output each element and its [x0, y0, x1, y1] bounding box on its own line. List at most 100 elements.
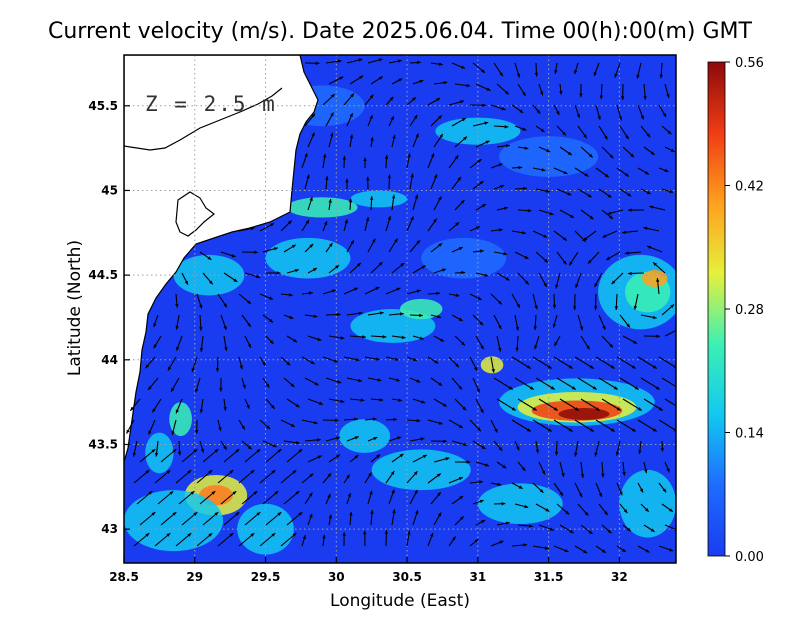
velocity-arrow [640, 377, 661, 390]
velocity-arrow-head [276, 271, 281, 275]
velocity-arrow-head [269, 318, 274, 323]
velocity-arrow-head [392, 509, 396, 514]
velocity-arrow [658, 419, 676, 432]
velocity-arrow-head [340, 336, 345, 340]
velocity-arrow-head [223, 407, 227, 411]
velocity-arrow-head [369, 490, 373, 495]
velocity-arrow-head [610, 428, 615, 432]
velocity-arrow-head [529, 524, 533, 528]
velocity-arrow-head [485, 140, 490, 144]
velocity-arrow-head [413, 114, 418, 119]
chart-title: Current velocity (m/s). Date 2025.06.04.… [48, 19, 753, 44]
velocity-arrow [595, 419, 616, 432]
velocity-arrow-head [369, 94, 374, 99]
velocity-arrow-head [247, 322, 251, 327]
velocity-arrow-head [400, 262, 405, 267]
velocity-arrow-head [500, 184, 505, 189]
velocity-arrow-head [639, 488, 644, 493]
velocity-arrow-head [584, 173, 589, 177]
velocity-arrow-head [580, 474, 585, 478]
velocity-arrow-head [335, 265, 340, 269]
velocity-arrow-head [438, 382, 443, 386]
velocity-arrow-head [631, 365, 636, 369]
velocity-arrow-head [315, 61, 320, 66]
velocity-arrow-head [214, 512, 219, 516]
velocity-arrow-head [499, 72, 503, 77]
velocity-arrow-head [599, 95, 604, 100]
velocity-arrow-head [271, 404, 275, 409]
x-tick-label: 30 [328, 570, 345, 584]
velocity-arrow-head [556, 111, 560, 116]
velocity-arrow-head [604, 135, 608, 140]
velocity-arrow-head [288, 293, 293, 297]
velocity-arrow-head [336, 312, 341, 317]
velocity-arrow-head [309, 291, 313, 295]
speed-patch [350, 190, 408, 208]
velocity-arrow [514, 377, 535, 390]
velocity-arrow-head [643, 95, 647, 100]
velocity-arrow-head [362, 335, 366, 339]
velocity-arrow-head [290, 423, 295, 427]
velocity-arrow-head [190, 491, 195, 495]
velocity-arrow-head [486, 87, 491, 91]
velocity-arrow-head [458, 424, 463, 428]
velocity-arrow-head [148, 430, 152, 435]
velocity-arrow [580, 398, 601, 411]
velocity-arrow [601, 398, 622, 411]
velocity-arrow-head [481, 520, 486, 524]
velocity-arrow-head [588, 530, 593, 534]
velocity-arrow-head [382, 335, 387, 339]
velocity-arrow-head [611, 280, 616, 285]
velocity-arrow-head [207, 256, 212, 260]
velocity-arrow-head [567, 192, 572, 196]
velocity-arrow-head [166, 533, 171, 537]
velocity-arrow-head [455, 222, 460, 226]
velocity-arrow-head [187, 533, 192, 537]
velocity-arrow-head [219, 387, 223, 392]
velocity-arrow-head [419, 79, 424, 84]
velocity-arrow-head [378, 58, 383, 62]
x-tick-label: 29.5 [251, 570, 281, 584]
velocity-arrow-head [271, 533, 276, 537]
velocity-arrow-head [576, 113, 581, 118]
velocity-arrow-head [370, 510, 374, 514]
velocity-arrow-head [579, 93, 583, 98]
velocity-arrow [553, 419, 574, 432]
velocity-arrow-head [646, 133, 651, 138]
velocity-arrow-head [261, 361, 266, 366]
velocity-arrow-head [628, 271, 632, 276]
velocity-arrow-head [498, 446, 503, 451]
velocity-arrow-head [193, 449, 198, 453]
velocity-arrow-head [633, 340, 638, 344]
velocity-arrow-head [354, 417, 358, 421]
velocity-arrow-head [302, 535, 306, 540]
velocity-arrow-head [331, 289, 336, 293]
velocity-arrow-head [637, 407, 642, 411]
speed-patch [169, 402, 192, 437]
velocity-arrow-head [363, 157, 367, 162]
velocity-arrow-head [482, 103, 486, 107]
velocity-arrow-head [199, 409, 204, 414]
velocity-arrow-head [354, 436, 359, 440]
velocity-arrow-head [241, 425, 245, 430]
velocity-arrow-head [443, 80, 448, 85]
velocity-arrow-head [198, 304, 203, 309]
velocity-arrow-head [645, 549, 650, 553]
velocity-arrow-head [527, 208, 532, 213]
velocity-arrow-head [438, 421, 443, 425]
velocity-arrow-head [176, 346, 180, 351]
velocity-arrow-head [290, 383, 295, 388]
velocity-arrow-head [357, 262, 361, 267]
velocity-arrow-head [391, 194, 396, 199]
velocity-arrow-head [601, 473, 605, 478]
velocity-arrow-head [666, 468, 670, 473]
velocity-arrow-head [664, 168, 669, 172]
velocity-arrow-head [436, 98, 441, 102]
velocity-arrow-head [394, 238, 398, 243]
velocity-arrow-head [412, 357, 417, 362]
velocity-arrow-head [573, 306, 577, 310]
velocity-arrow-head [638, 450, 642, 454]
velocity-arrow-head [587, 193, 592, 198]
velocity-arrow-head [461, 65, 466, 69]
y-tick-label: 44 [101, 353, 118, 367]
